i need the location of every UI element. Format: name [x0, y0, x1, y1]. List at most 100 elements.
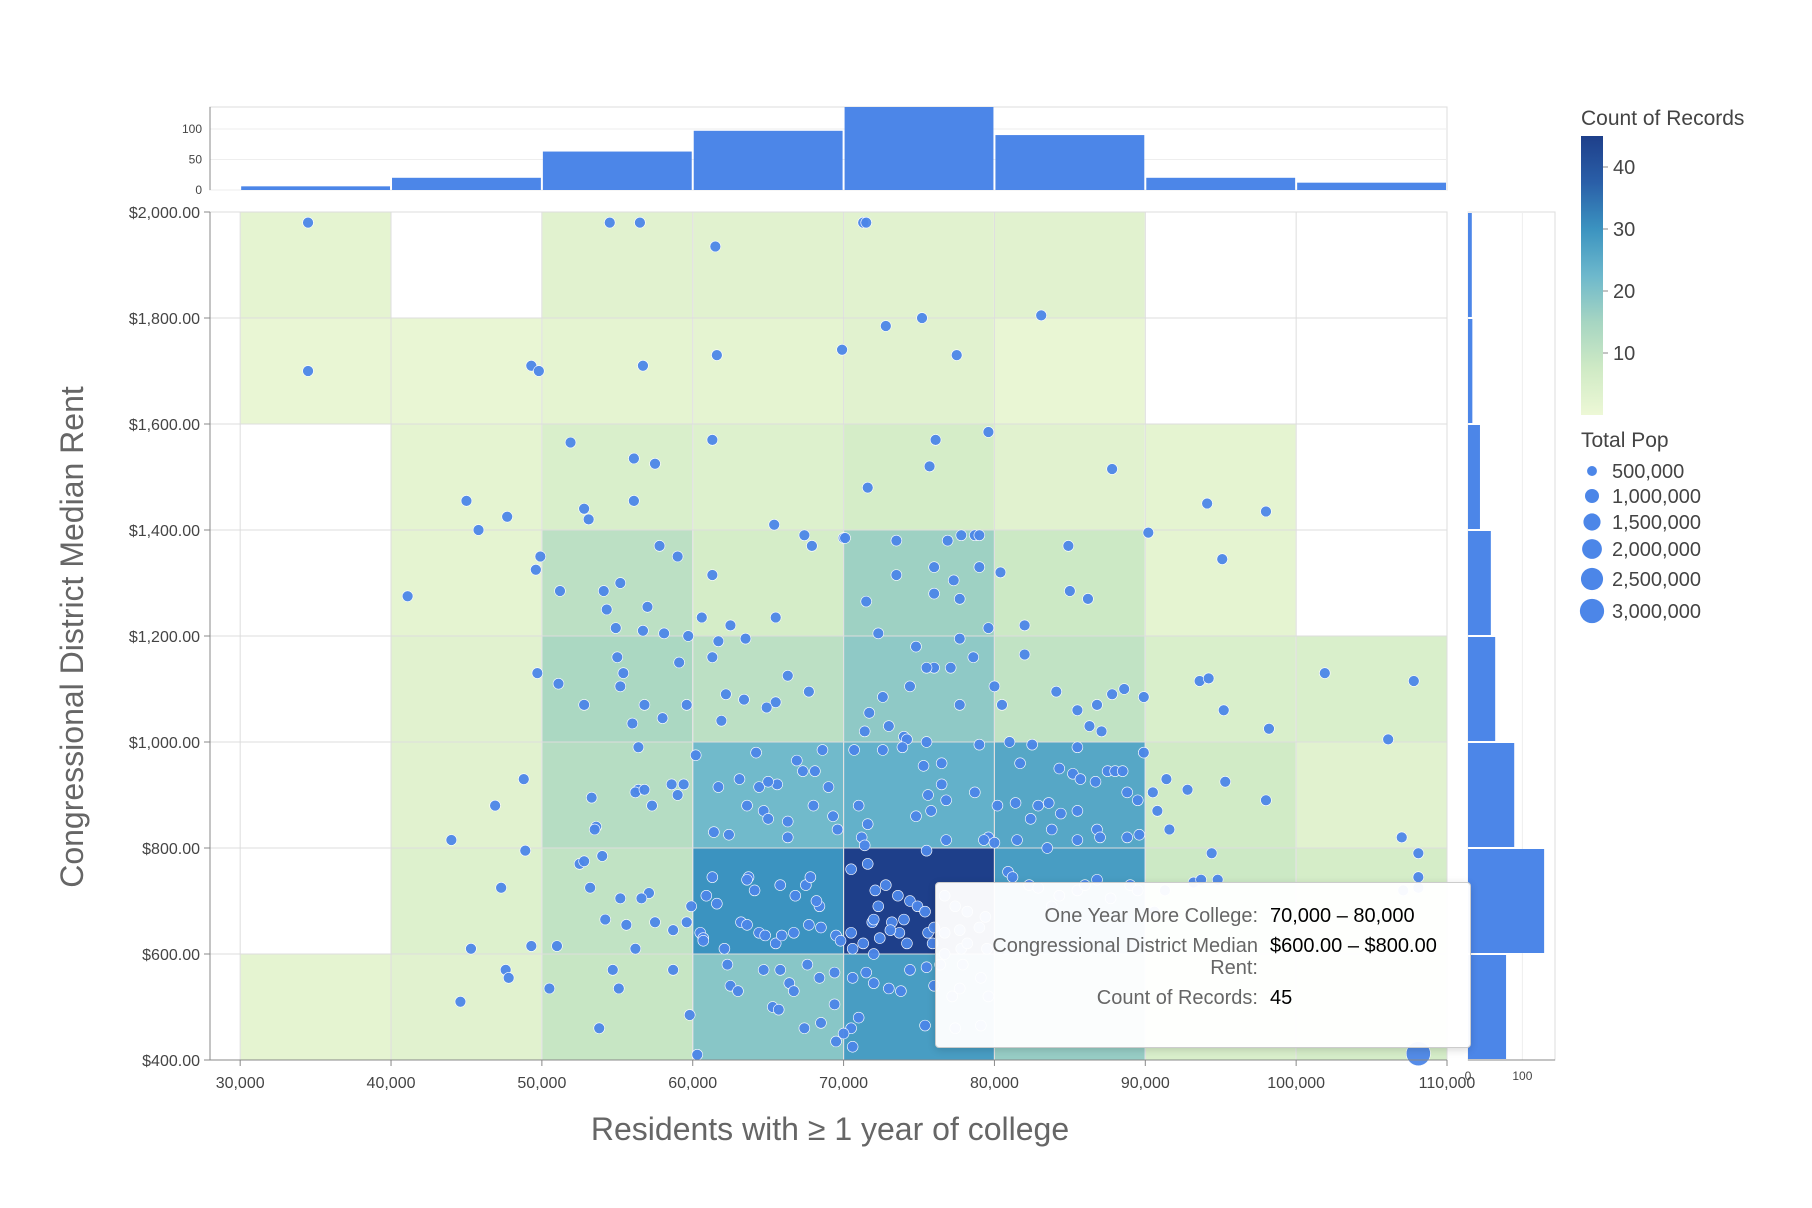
data-point	[1082, 593, 1094, 605]
data-point	[673, 656, 685, 669]
data-point	[1071, 805, 1084, 817]
size-legend-symbol	[1580, 567, 1604, 591]
data-point	[533, 365, 545, 377]
data-point	[677, 778, 690, 791]
data-point	[1201, 497, 1213, 510]
data-point	[750, 746, 762, 759]
data-point	[884, 924, 897, 936]
data-point	[803, 919, 815, 931]
heatmap-cell	[390, 741, 543, 849]
data-point	[1133, 829, 1145, 841]
data-point	[890, 569, 903, 581]
data-point	[955, 529, 967, 542]
data-point	[685, 900, 697, 913]
size-legend-label: 500,000	[1612, 461, 1684, 483]
x-tick-label: 40,000	[367, 1075, 416, 1092]
tooltip-row: One Year More College: 70,000 – 80,000	[954, 901, 1441, 931]
data-point	[732, 985, 744, 997]
data-point	[706, 569, 719, 581]
data-point	[518, 773, 530, 785]
data-point	[922, 789, 934, 801]
data-point	[798, 1022, 811, 1034]
right-hist-tick-label: 100	[1512, 1069, 1532, 1083]
data-point	[638, 699, 651, 711]
heatmap-cell	[993, 211, 1146, 319]
heatmap-cell	[692, 529, 845, 637]
heatmap-cell	[993, 317, 1146, 425]
data-point	[804, 871, 817, 883]
data-point	[1074, 773, 1087, 785]
data-point	[929, 434, 942, 446]
data-point	[665, 778, 678, 791]
data-point	[741, 874, 753, 886]
data-point	[709, 240, 722, 253]
data-point	[720, 688, 732, 701]
data-point	[890, 534, 903, 547]
data-point	[628, 495, 640, 507]
data-point	[454, 995, 467, 1008]
data-point	[578, 503, 590, 515]
data-point	[837, 1027, 850, 1040]
top-hist-bar	[542, 151, 692, 190]
data-point	[954, 699, 966, 711]
data-point	[460, 495, 473, 507]
data-point	[680, 699, 693, 711]
y-tick-label: $1,000.00	[129, 735, 200, 752]
data-point	[917, 760, 930, 772]
right-hist-bar	[1468, 425, 1480, 529]
data-point	[658, 627, 670, 640]
heatmap-cell	[390, 953, 543, 1061]
data-point	[973, 738, 986, 751]
tooltip-key: One Year More College:	[1044, 905, 1258, 927]
data-point	[530, 564, 542, 576]
data-point	[753, 781, 765, 793]
data-point	[982, 426, 995, 438]
data-point	[782, 831, 794, 844]
heatmap-cell	[843, 423, 995, 531]
data-point	[1218, 704, 1230, 716]
heatmap-cell	[390, 847, 543, 955]
data-point	[585, 791, 598, 804]
x-tick-label: 50,000	[517, 1075, 566, 1092]
data-point	[601, 603, 613, 616]
data-point	[531, 667, 544, 679]
data-point	[637, 359, 649, 372]
data-point	[940, 834, 952, 846]
data-point	[1050, 685, 1063, 698]
data-point	[697, 935, 710, 947]
data-point	[489, 799, 501, 812]
heatmap-cell	[541, 423, 694, 531]
data-point	[828, 966, 841, 979]
data-point	[920, 961, 933, 973]
data-point	[1121, 831, 1133, 844]
data-point	[828, 998, 841, 1011]
data-point	[634, 216, 646, 229]
data-point	[994, 566, 1007, 579]
data-point	[671, 789, 684, 801]
data-point	[1142, 526, 1155, 539]
data-point	[858, 725, 871, 738]
data-point	[803, 685, 815, 698]
data-point	[641, 601, 654, 613]
top-hist-bar	[1297, 182, 1446, 190]
data-point	[836, 344, 848, 356]
data-point	[846, 942, 859, 955]
color-ramp	[1581, 136, 1603, 415]
data-point	[1408, 675, 1420, 687]
data-point	[845, 863, 857, 875]
data-point	[617, 667, 630, 679]
heatmap-cell	[541, 211, 694, 319]
data-point	[628, 452, 640, 465]
data-point	[607, 964, 619, 976]
color-legend-label: 10	[1613, 343, 1635, 365]
data-point	[1032, 799, 1044, 812]
data-point	[690, 749, 702, 761]
data-point	[776, 929, 788, 942]
size-legend: Total Pop 500,000 1,000,000 1,500,000 2,000…	[1579, 429, 1701, 624]
data-point	[465, 942, 477, 955]
size-legend-symbol	[1585, 489, 1599, 503]
data-point	[861, 858, 874, 870]
color-legend-title: Count of Records	[1581, 107, 1744, 130]
tooltip-key: Congressional District Median Rent:	[992, 935, 1258, 979]
y-tick-label: $1,600.00	[129, 417, 200, 434]
